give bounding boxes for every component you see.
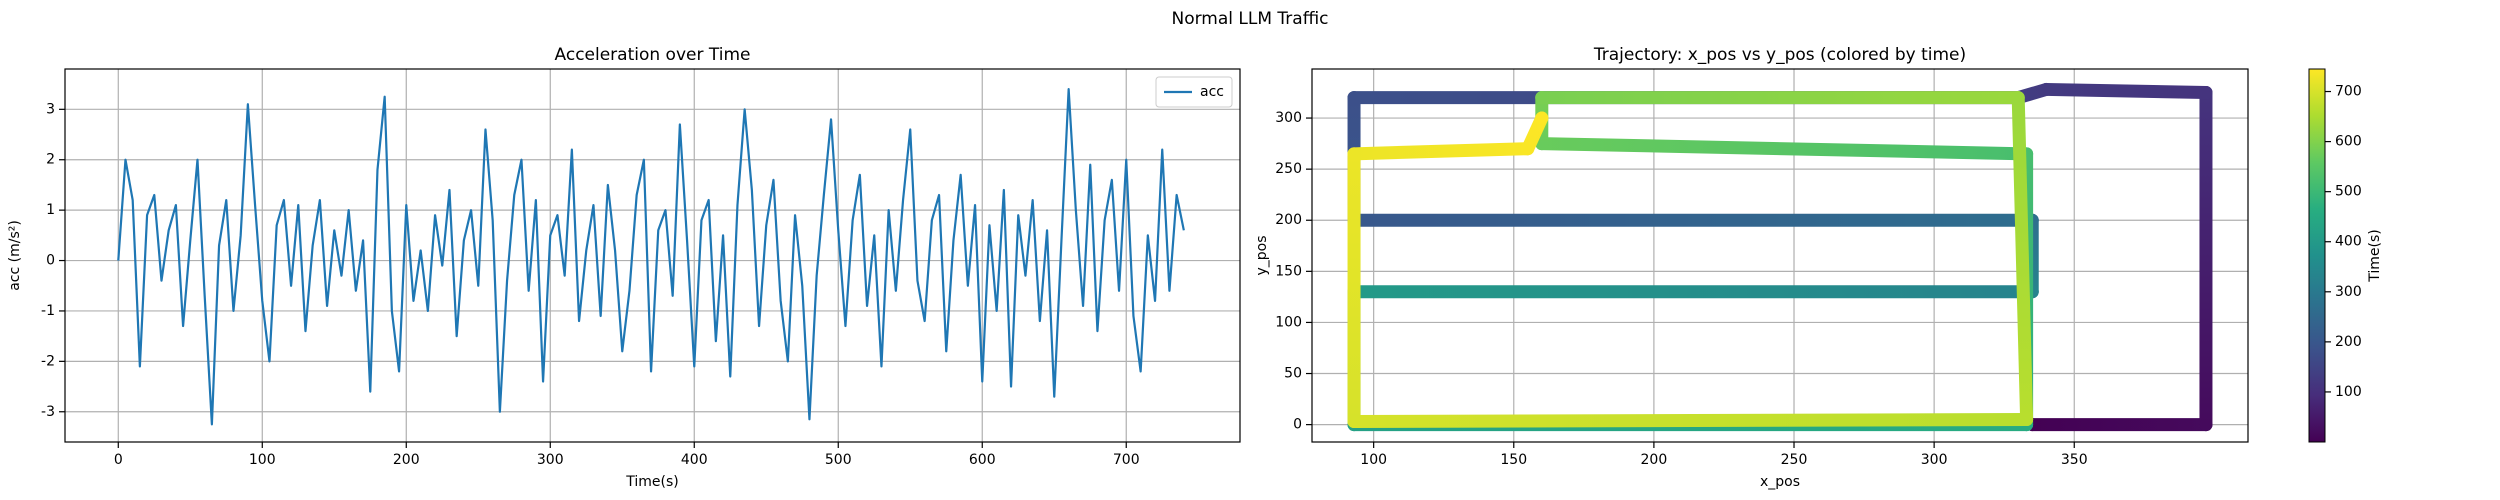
trajectory-segment [1347,413,2034,429]
colorbar-tick-label: 400 [2335,234,2362,250]
x-tick-label: 250 [1781,452,1808,468]
x-tick-label: 200 [393,452,420,468]
plot-area [1347,82,2213,432]
y-tick-label: -3 [41,404,55,420]
colorbar-tick-label: 600 [2335,134,2362,150]
x-tick-label: 200 [1641,452,1668,468]
colorbar-tick-label: 500 [2335,184,2362,200]
trajectory-segment [1347,142,1535,161]
y-tick-label: 3 [46,101,55,117]
y-axis-label: y_pos [1254,235,1270,275]
y-tick-label: 1 [46,202,55,218]
x-tick-label: 300 [1921,452,1948,468]
legend-label: acc [1200,84,1224,100]
axes-title: Trajectory: x_pos vs y_pos (colored by t… [1593,45,1966,65]
x-tick-label: 100 [1360,452,1387,468]
x-axis-label: x_pos [1760,474,1800,490]
axes-title: Acceleration over Time [555,45,751,65]
x-tick-label: 100 [249,452,276,468]
y-tick-label: 250 [1275,161,1302,177]
figure-title: Normal LLM Traffic [1171,9,1328,29]
colorbar-tick-label: 100 [2335,384,2362,400]
trajectory-segment [2039,82,2213,100]
y-tick-label: 100 [1275,314,1302,330]
colorbar-label: Time(s) [2367,229,2383,282]
plot-area [117,88,1185,426]
y-tick-label: 0 [1293,417,1302,433]
legend-box [1155,76,1233,108]
x-tick-label: 150 [1500,452,1527,468]
axes-frame [64,68,1241,443]
x-tick-label: 0 [114,452,123,468]
data-line [117,88,1185,426]
x-tick-label: 500 [825,452,852,468]
x-tick-label: 350 [2061,452,2088,468]
x-tick-label: 600 [969,452,996,468]
y-tick-label: 150 [1275,263,1302,279]
colorbar-tick-label: 300 [2335,284,2362,300]
y-tick-label: 0 [46,253,55,269]
y-tick-label: -1 [41,303,55,319]
trajectory-point [1535,111,1549,125]
y-tick-label: 200 [1275,212,1302,228]
colorbar-tick-label: 200 [2335,334,2362,350]
colorbar-tick-label: 700 [2335,84,2362,100]
x-tick-label: 400 [681,452,708,468]
axes-frame [1311,68,2249,443]
y-tick-label: -2 [41,353,55,369]
x-tick-label: 700 [1113,452,1140,468]
y-tick-label: 2 [46,152,55,168]
trajectory-segment [1535,137,2034,161]
y-tick-label: 50 [1284,366,1302,382]
trajectory-segment [2011,91,2034,427]
colorbar [2308,68,2326,443]
y-tick-label: 300 [1275,110,1302,126]
x-tick-label: 300 [537,452,564,468]
x-axis-label: Time(s) [625,474,678,490]
y-axis-label: acc (m/s²) [7,220,23,291]
